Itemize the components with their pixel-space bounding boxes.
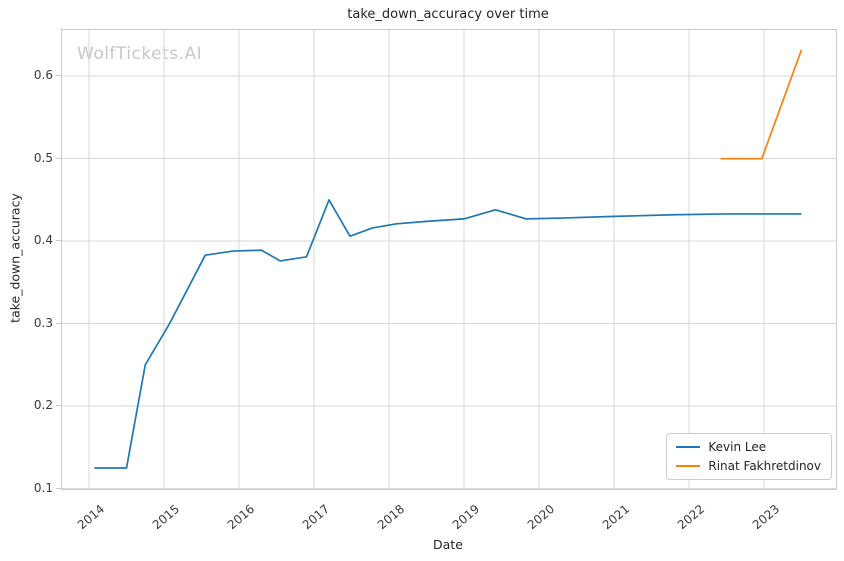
x-tick-label: 2022 bbox=[674, 501, 708, 533]
y-tick-mark bbox=[56, 75, 61, 77]
y-tick-label: 0.4 bbox=[33, 233, 53, 248]
y-tick-mark bbox=[56, 487, 61, 489]
legend-item-label: Kevin Lee bbox=[708, 440, 767, 454]
legend-item-label: Rinat Fakhretdinov bbox=[708, 459, 821, 473]
y-tick-mark bbox=[56, 405, 61, 407]
plot-area: WolfTickets.AI Kevin Lee Rinat Fakhretdin… bbox=[61, 29, 837, 490]
legend-item: Kevin Lee bbox=[676, 440, 821, 454]
y-tick-mark bbox=[56, 157, 61, 159]
y-tick-label: 0.6 bbox=[33, 68, 53, 83]
y-tick-label: 0.3 bbox=[33, 315, 53, 330]
x-tick-label: 2019 bbox=[449, 501, 483, 533]
x-tick-label: 2023 bbox=[749, 501, 783, 533]
legend-line-swatch bbox=[676, 446, 701, 448]
legend-item: Rinat Fakhretdinov bbox=[676, 459, 821, 473]
x-tick-label: 2016 bbox=[224, 501, 258, 533]
legend-line-swatch bbox=[676, 465, 701, 467]
chart-title: take_down_accuracy over time bbox=[347, 7, 549, 22]
y-axis-label: take_down_accuracy bbox=[7, 193, 23, 323]
y-tick-mark bbox=[56, 322, 61, 324]
y-tick-label: 0.1 bbox=[33, 480, 53, 495]
y-tick-mark bbox=[56, 240, 61, 242]
y-tick-label: 0.5 bbox=[33, 150, 53, 165]
watermark: WolfTickets.AI bbox=[77, 44, 203, 64]
x-tick-label: 2020 bbox=[524, 501, 558, 533]
x-tick-label: 2015 bbox=[149, 501, 183, 533]
x-tick-label: 2017 bbox=[299, 501, 333, 533]
y-tick-label: 0.2 bbox=[33, 398, 53, 413]
plot-canvas bbox=[62, 30, 836, 489]
legend: Kevin Lee Rinat Fakhretdinov bbox=[666, 433, 832, 480]
x-tick-label: 2018 bbox=[374, 501, 408, 533]
x-tick-label: 2014 bbox=[74, 501, 108, 533]
series-line-kevin-lee bbox=[94, 199, 802, 469]
series-line-rinat-fakhretdinov bbox=[720, 49, 803, 160]
x-axis-label: Date bbox=[433, 537, 463, 552]
x-tick-label: 2021 bbox=[599, 501, 633, 533]
